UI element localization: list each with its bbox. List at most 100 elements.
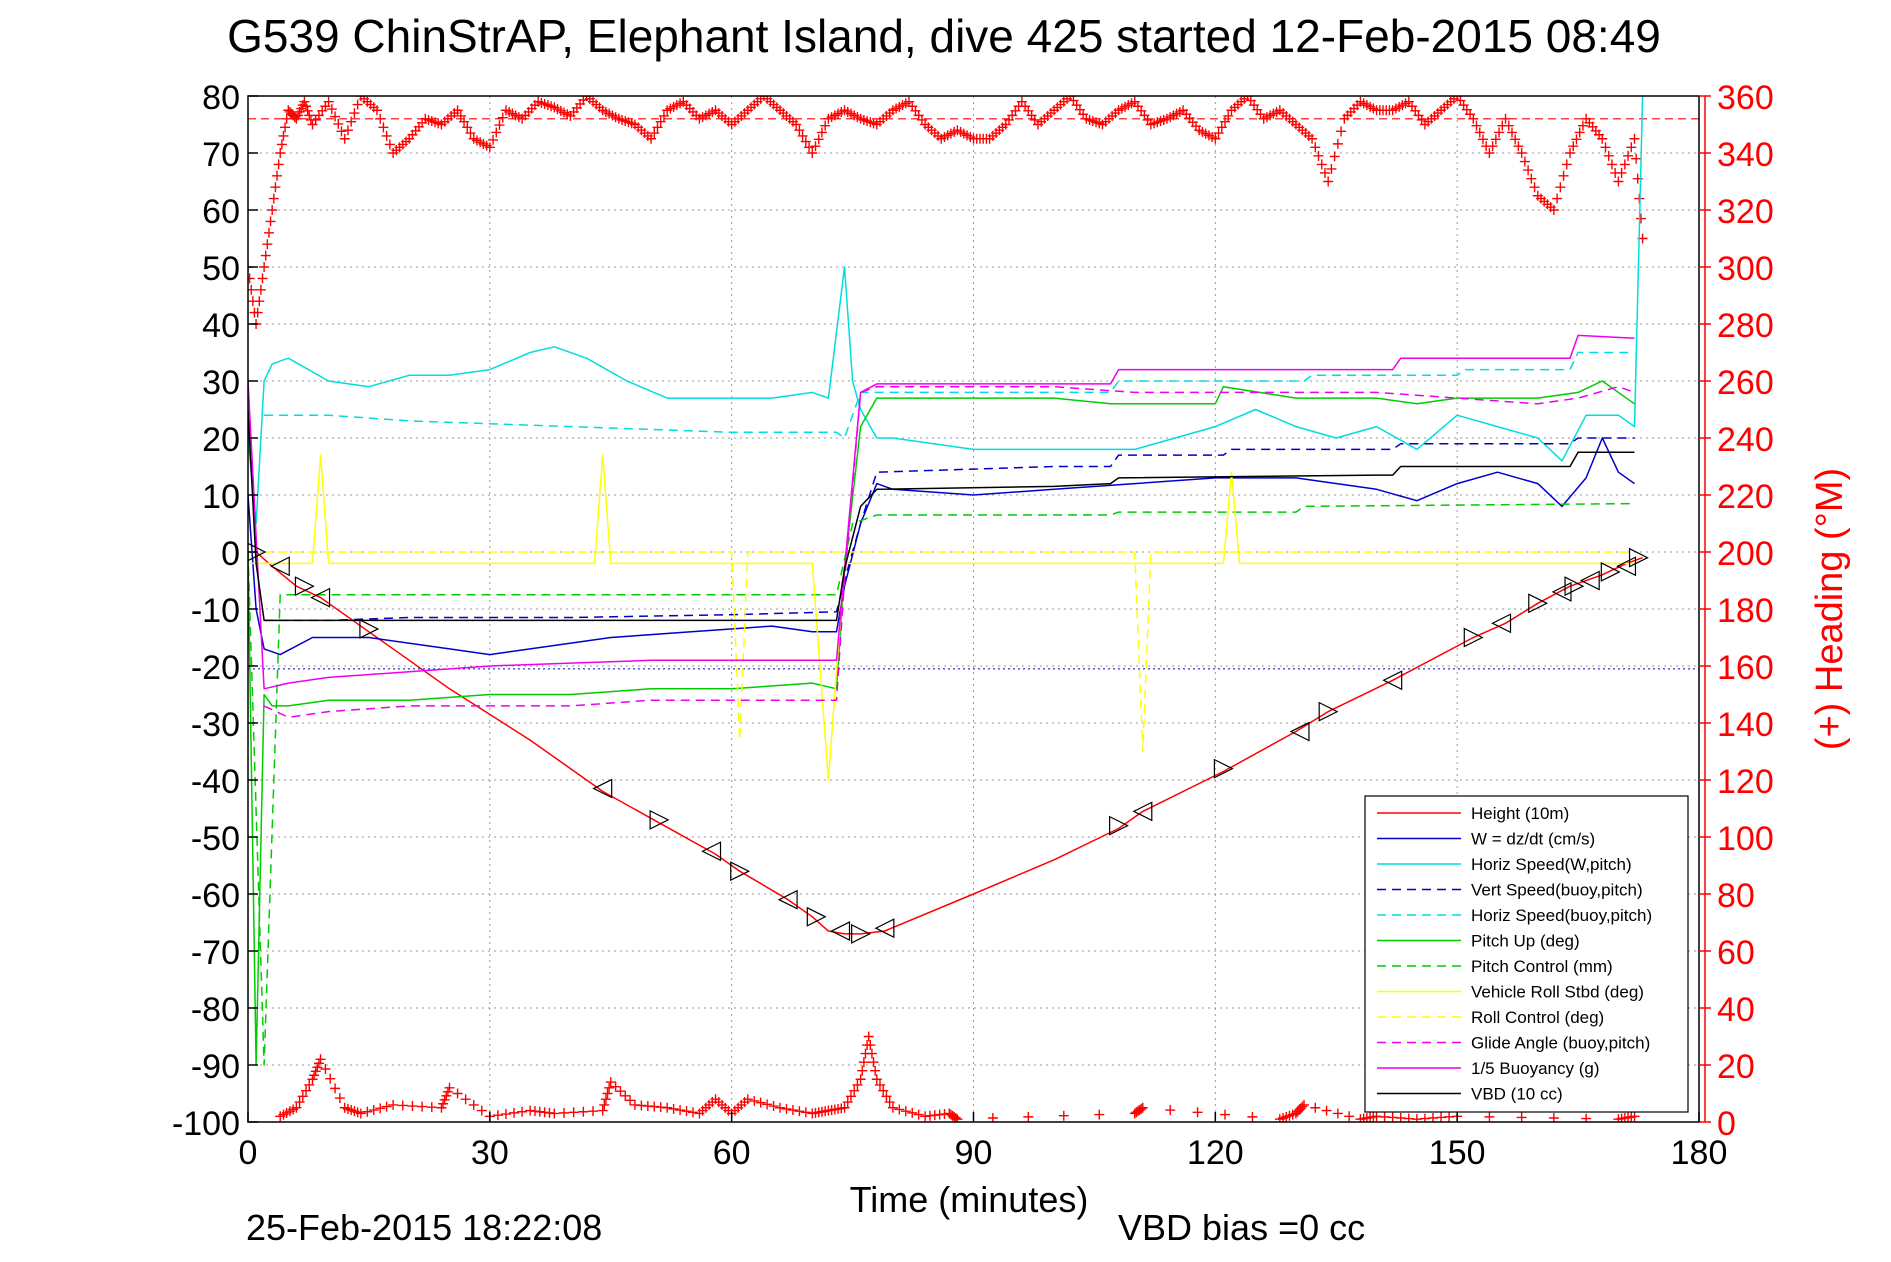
y-tick-label: -80 xyxy=(191,991,240,1029)
y-tick-label: 20 xyxy=(202,421,240,459)
legend-label-10: 1/5 Buoyancy (g) xyxy=(1471,1059,1600,1078)
series-line-1 xyxy=(248,437,1635,656)
heading-point xyxy=(291,1102,302,1113)
heading-point xyxy=(334,1093,345,1104)
heading-point xyxy=(874,1079,885,1090)
series-layer xyxy=(248,96,1644,1066)
y-axis-right: 3603403203002802602402202001801601401201… xyxy=(1699,79,1774,1143)
series-line-6 xyxy=(248,502,1635,1066)
heading-point xyxy=(1058,1110,1069,1121)
triangle-marker xyxy=(1616,556,1637,577)
heading-point xyxy=(484,142,495,153)
triangle-marker xyxy=(701,841,722,862)
heading-point xyxy=(397,1100,408,1111)
heading-point xyxy=(1623,150,1634,161)
heading-point xyxy=(1561,159,1572,170)
heading-point xyxy=(257,273,268,284)
heading-point xyxy=(1503,120,1514,131)
heading-point xyxy=(1568,141,1579,152)
heading-point xyxy=(1629,133,1640,144)
heading-point xyxy=(1065,96,1076,101)
heading-point xyxy=(304,1079,315,1090)
heading-point xyxy=(368,1105,379,1116)
heading-point xyxy=(1577,120,1588,131)
heading-point xyxy=(794,125,805,136)
heading-point xyxy=(1321,1105,1332,1116)
y-right-tick-label: 260 xyxy=(1717,364,1774,402)
triangle-marker xyxy=(592,778,613,799)
x-tick-label: 30 xyxy=(471,1134,509,1172)
right-axis-label: (+) Heading (°M) xyxy=(1809,468,1851,750)
heading-point xyxy=(417,1101,428,1112)
heading-point xyxy=(687,1107,698,1118)
y-right-tick-label: 60 xyxy=(1717,934,1755,972)
heading-point xyxy=(500,1109,511,1120)
marker-layer xyxy=(248,542,1649,944)
heading-point xyxy=(491,127,502,138)
heading-point xyxy=(462,122,473,133)
heading-point xyxy=(1631,153,1642,164)
heading-point xyxy=(762,1099,773,1110)
x-tick-label: 90 xyxy=(955,1134,993,1172)
heading-point xyxy=(265,216,276,227)
y-tick-label: 80 xyxy=(202,79,240,117)
heading-point xyxy=(326,104,337,115)
y-right-tick-label: 320 xyxy=(1717,193,1774,231)
heading-point xyxy=(452,1088,463,1099)
heading-point xyxy=(804,142,815,153)
heading-point xyxy=(378,122,389,133)
y-tick-label: 60 xyxy=(202,193,240,231)
triangle-marker xyxy=(1628,547,1649,568)
heading-point xyxy=(781,1103,792,1114)
heading-point xyxy=(1606,159,1617,170)
triangle-marker xyxy=(1382,670,1403,691)
heading-point xyxy=(602,1088,613,1099)
y-tick-label: -100 xyxy=(172,1105,240,1143)
legend-label-7: Vehicle Roll Stbd (deg) xyxy=(1471,983,1644,1002)
footer-vbd-bias: VBD bias =0 cc xyxy=(1118,1207,1365,1248)
heading-point xyxy=(346,116,357,127)
heading-point xyxy=(460,1094,471,1105)
y-tick-label: -20 xyxy=(191,649,240,687)
legend-label-11: VBD (10 cc) xyxy=(1471,1085,1563,1104)
heading-point xyxy=(278,130,289,141)
heading-point xyxy=(1523,165,1534,176)
y-tick-label: -30 xyxy=(191,706,240,744)
heading-point xyxy=(1299,1099,1310,1110)
heading-point xyxy=(355,1108,366,1119)
y-tick-label: -10 xyxy=(191,592,240,630)
triangle-marker xyxy=(874,918,895,939)
heading-point xyxy=(1094,1109,1105,1120)
triangle-marker xyxy=(830,921,851,942)
x-tick-label: 0 xyxy=(239,1134,258,1172)
y-right-tick-label: 240 xyxy=(1717,421,1774,459)
triangle-marker xyxy=(359,618,380,639)
heading-point xyxy=(568,1107,579,1118)
heading-point xyxy=(268,193,279,204)
y-tick-label: -50 xyxy=(191,820,240,858)
heading-point xyxy=(800,1107,811,1118)
heading-point xyxy=(881,1091,892,1102)
heading-point xyxy=(294,1097,305,1108)
heading-point xyxy=(275,148,286,158)
y-tick-label: -90 xyxy=(191,1048,240,1086)
heading-point xyxy=(371,105,382,116)
heading-point xyxy=(1571,134,1582,145)
series-line-11 xyxy=(248,409,1635,622)
y-right-tick-label: 0 xyxy=(1717,1105,1736,1143)
heading-point xyxy=(273,159,284,170)
heading-point xyxy=(1500,113,1511,124)
heading-point xyxy=(610,1081,621,1092)
x-axis-label: Time (minutes) xyxy=(850,1179,1089,1220)
heading-point xyxy=(299,96,310,107)
legend-label-9: Glide Angle (buoy,pitch) xyxy=(1471,1034,1650,1053)
heading-point xyxy=(1471,120,1482,131)
heading-point xyxy=(1555,182,1566,193)
triangle-marker xyxy=(1109,815,1129,836)
heading-point xyxy=(339,133,350,144)
heading-point xyxy=(325,1073,336,1084)
heading-point xyxy=(1474,127,1485,138)
heading-point xyxy=(1613,176,1624,187)
y-tick-label: 40 xyxy=(202,307,240,345)
